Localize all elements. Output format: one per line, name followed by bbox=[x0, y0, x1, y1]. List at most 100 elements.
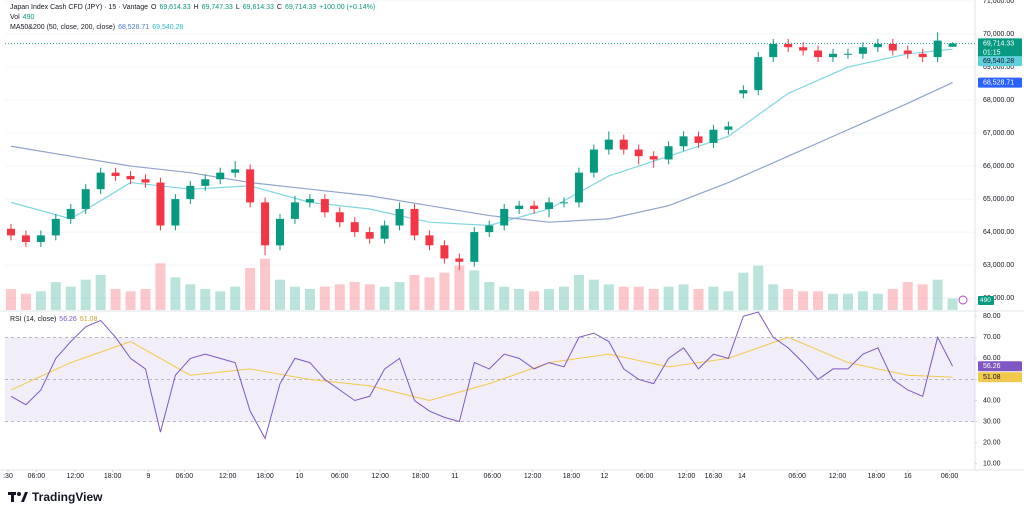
candle-body bbox=[216, 172, 225, 180]
rsi-value: 56.26 bbox=[59, 316, 77, 323]
candle-body bbox=[21, 235, 30, 242]
volume-bar bbox=[110, 289, 121, 310]
candle-body bbox=[141, 179, 150, 183]
volume-bar bbox=[304, 289, 315, 310]
ohlc-value: 69,714.33 bbox=[284, 4, 317, 11]
x-tick-label: 06:00 bbox=[941, 473, 959, 480]
close-tag: 69,714.33 bbox=[983, 40, 1014, 47]
x-tick-label: :30 bbox=[3, 473, 13, 480]
candle-body bbox=[873, 43, 882, 48]
close-tag-bg bbox=[978, 38, 1022, 58]
candle-body bbox=[36, 235, 45, 242]
volume-bar bbox=[768, 284, 779, 310]
candle-body bbox=[276, 218, 285, 246]
volume-bar bbox=[887, 289, 898, 310]
volume-bar bbox=[753, 265, 764, 310]
volume-bar bbox=[260, 258, 271, 310]
candle-body bbox=[261, 202, 270, 246]
y-tick-label: 71,000.00 bbox=[983, 0, 1014, 5]
x-tick-label: 12:00 bbox=[371, 473, 389, 480]
volume-tag: 490 bbox=[980, 297, 991, 304]
x-tick-label: 12 bbox=[600, 473, 608, 480]
ma-key: MA50&200 (50, close, 200, close) bbox=[10, 24, 116, 31]
ohlc-value: 69,747.33 bbox=[201, 4, 233, 11]
rsi-legend: RSI (14, close) 56.26 51.08 bbox=[10, 316, 97, 323]
volume-bar bbox=[394, 282, 405, 310]
volume-bar bbox=[723, 291, 734, 310]
candle-body bbox=[410, 208, 419, 236]
x-tick-label: 06:00 bbox=[636, 473, 654, 480]
volume-bar bbox=[319, 286, 330, 310]
volume-bar bbox=[454, 265, 465, 310]
candle-body bbox=[619, 139, 628, 150]
candle-body bbox=[350, 222, 359, 233]
candle-body bbox=[500, 208, 509, 226]
volume-bar bbox=[603, 284, 614, 310]
candle-body bbox=[320, 199, 329, 213]
rsi-ma-tag-bg bbox=[978, 372, 1022, 383]
volume-bar bbox=[663, 286, 674, 310]
x-tick-label: 06:00 bbox=[331, 473, 349, 480]
candle-body bbox=[739, 90, 748, 94]
ma200-value: 68,528.71 bbox=[118, 24, 150, 31]
x-tick-label: 12:00 bbox=[66, 473, 84, 480]
candle-body bbox=[843, 53, 852, 55]
candle-body bbox=[545, 202, 554, 209]
candle-body bbox=[440, 245, 449, 259]
candle-body bbox=[634, 149, 643, 157]
volume-bar bbox=[783, 289, 794, 310]
candle-body bbox=[888, 43, 897, 51]
candle-body bbox=[186, 185, 195, 200]
y-tick-label: 64,000.00 bbox=[983, 229, 1014, 236]
volume-bar bbox=[215, 291, 226, 310]
x-tick-label: 9 bbox=[147, 473, 151, 480]
volume-bar bbox=[633, 286, 644, 310]
rsi-tag: 56.26 bbox=[983, 363, 1001, 370]
candle-body bbox=[96, 172, 105, 190]
rsi-tick-label: 80.00 bbox=[983, 313, 1001, 320]
ohlc-key: O bbox=[151, 4, 157, 11]
x-tick-label: 10 bbox=[296, 473, 304, 480]
rsi-tick-label: 70.00 bbox=[983, 334, 1001, 341]
volume-bar bbox=[275, 279, 286, 310]
rsi-tick-label: 20.00 bbox=[983, 439, 1001, 446]
x-tick-label: 12:00 bbox=[524, 473, 542, 480]
candle-body bbox=[604, 139, 613, 150]
candle-body bbox=[66, 208, 75, 219]
y-tick-label: 70,000.00 bbox=[983, 31, 1014, 38]
candle-body bbox=[709, 129, 718, 143]
candle-body bbox=[171, 199, 180, 226]
x-tick-label: 18:00 bbox=[104, 473, 122, 480]
volume-bar bbox=[424, 277, 435, 310]
candle-body bbox=[485, 225, 494, 233]
volume-bar bbox=[349, 282, 360, 310]
rsi-ma-value: 51.08 bbox=[79, 316, 98, 323]
volume-legend: Vol 490 bbox=[10, 14, 34, 21]
ohlc-key: L bbox=[235, 4, 240, 11]
x-tick-label: 16 bbox=[904, 473, 912, 480]
ohlc-value: 69,614.33 bbox=[242, 4, 274, 11]
alert-icon bbox=[958, 295, 968, 305]
x-tick-label: 12:00 bbox=[829, 473, 847, 480]
candle-body bbox=[305, 199, 314, 203]
x-tick-label: 12:00 bbox=[219, 473, 237, 480]
candle-body bbox=[754, 57, 763, 91]
candle-body bbox=[425, 235, 434, 246]
volume-bar bbox=[20, 293, 31, 310]
candle-body bbox=[380, 225, 389, 239]
candle-body bbox=[51, 218, 60, 236]
rsi-tick-label: 30.00 bbox=[983, 418, 1001, 425]
volume-bar bbox=[35, 291, 46, 310]
candle-body bbox=[81, 189, 90, 209]
volume-bar bbox=[902, 282, 913, 310]
volume-bar bbox=[738, 272, 749, 310]
candle-body bbox=[829, 53, 838, 58]
volume-bar bbox=[5, 289, 16, 310]
volume-bar bbox=[947, 298, 958, 310]
volume-bar bbox=[170, 277, 181, 310]
candle-body bbox=[574, 172, 583, 203]
candle-body bbox=[246, 169, 255, 203]
volume-bar bbox=[708, 286, 719, 310]
candle-body bbox=[335, 212, 344, 223]
